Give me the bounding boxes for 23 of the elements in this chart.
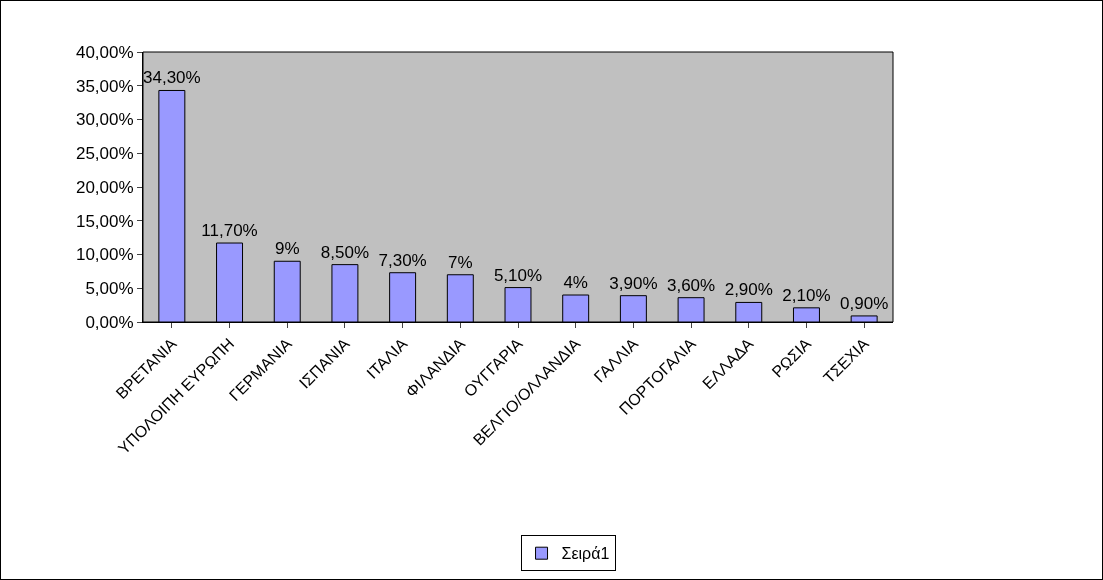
data-label: 8,50% [320,242,370,262]
data-label: 3,90% [609,273,658,293]
y-tick-label: 30,00% [75,110,134,130]
y-tick-label: 35,00% [75,76,134,96]
legend-label: Σειρά1 [561,545,610,563]
y-tick-label: 0,00% [85,312,134,332]
data-label: 0,90% [840,293,889,313]
data-label: 34,30% [143,68,201,88]
data-label: 2,10% [782,285,831,305]
data-label: 4% [563,273,588,292]
data-label: 7,30% [378,250,427,270]
y-tick-label: 10,00% [75,245,134,265]
data-label: 3,60% [666,275,716,295]
data-label: 5,10% [493,265,543,285]
y-tick-label: 25,00% [75,144,134,164]
data-label: 7% [448,252,473,272]
y-tick-label: 5,00% [85,279,134,299]
data-label: 2,90% [724,280,773,300]
y-tick-label: 20,00% [75,177,134,197]
y-tick-label: 40,00% [75,42,134,62]
y-tick-label: 15,00% [75,211,134,231]
data-label: 11,70% [201,221,258,241]
data-label: 9% [274,239,300,259]
